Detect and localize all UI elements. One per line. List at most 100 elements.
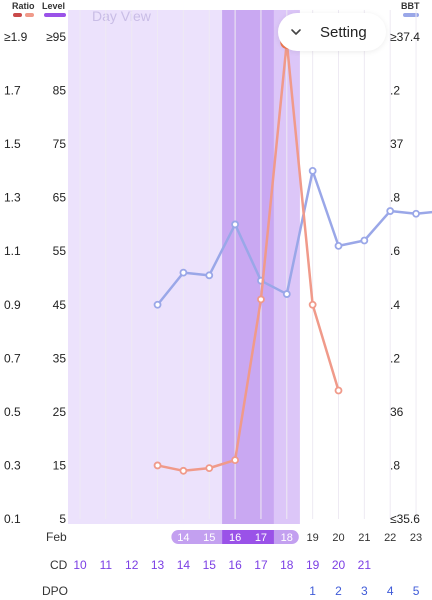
level-point[interactable] (231, 456, 240, 464)
level-tick-label: 85 (53, 84, 67, 98)
level-line (157, 41, 340, 473)
setting-label: Setting (320, 23, 367, 41)
bbt-tick-label: .8 (390, 458, 400, 472)
ratio-tick-label: 0.9 (4, 298, 21, 312)
bbt-point[interactable] (308, 166, 317, 175)
bbt-point[interactable] (179, 268, 188, 277)
cd-value: 11 (100, 558, 113, 572)
cd-value: 13 (151, 558, 165, 572)
ratio-tick-label: 0.7 (4, 351, 21, 365)
level-tick-label: 5 (59, 512, 66, 526)
dpo-value: 1 (309, 584, 316, 598)
ratio-tick-label: 1.1 (4, 244, 21, 258)
bbt-tick-label: ≤35.6 (390, 512, 420, 526)
date-label[interactable]: 16 (229, 532, 241, 544)
date-label[interactable]: 21 (358, 532, 370, 544)
level-point[interactable] (308, 300, 317, 309)
chevron-down-icon (291, 29, 301, 35)
ratio-tick-label: 1.7 (4, 84, 21, 98)
legend-ratio-swatch-dark (13, 13, 22, 17)
bbt-point[interactable] (386, 207, 395, 215)
level-axis: ≥95 85 75 65 55 45 35 25 15 5 (46, 30, 66, 526)
level-tick-label: 75 (53, 137, 67, 151)
level-tick-label: 35 (53, 351, 67, 365)
dpo-row: DPO 123456 (42, 584, 420, 598)
level-tick-label: 15 (53, 458, 67, 472)
bbt-tick-label: .2 (390, 84, 400, 98)
legend-level-swatch (44, 13, 66, 17)
bbt-point[interactable] (205, 271, 214, 280)
peak-days-pill (222, 530, 274, 544)
level-point[interactable] (334, 386, 343, 395)
date-label[interactable]: 15 (203, 532, 215, 544)
ratio-tick-label: 0.1 (4, 512, 21, 526)
dpo-value: 5 (413, 584, 420, 598)
date-row: Feb 141516171819202122232425 (46, 530, 422, 544)
ratio-tick-label: ≥1.9 (4, 30, 28, 44)
setting-button[interactable]: Setting (278, 13, 386, 51)
cd-value: 20 (332, 558, 346, 572)
ratio-tick-label: 0.5 (4, 405, 21, 419)
level-tick-label: 65 (53, 191, 67, 205)
date-label[interactable]: 14 (177, 532, 189, 544)
level-tick-label: 25 (53, 405, 67, 419)
date-label[interactable]: 17 (255, 532, 267, 544)
bbt-axis: ≥37.4 .2 37 .8 .6 .4 .2 36 .8 ≤35.6 (390, 30, 420, 526)
ratio-tick-label: 0.3 (4, 458, 21, 472)
date-label[interactable]: 22 (384, 532, 396, 544)
ratio-axis: ≥1.9 1.7 1.5 1.3 1.1 0.9 0.7 0.5 0.3 0.1 (4, 30, 28, 526)
cd-value: 17 (254, 558, 268, 572)
level-point[interactable] (257, 295, 265, 304)
dpo-value: 4 (387, 584, 394, 598)
cd-value: 15 (203, 558, 217, 572)
bbt-tick-label: 36 (390, 405, 404, 419)
legend-level-label: Level (42, 1, 65, 11)
cd-value: 19 (306, 558, 320, 572)
date-label[interactable]: 20 (332, 532, 344, 544)
bbt-point[interactable] (231, 220, 240, 229)
cd-row-label: CD (50, 558, 68, 572)
bbt-point[interactable] (334, 241, 343, 250)
legend-ratio-label: Ratio (12, 1, 35, 11)
day-gridlines (79, 10, 417, 519)
level-point[interactable] (179, 466, 188, 475)
date-label[interactable]: 18 (281, 532, 293, 544)
bbt-tick-label: .4 (390, 298, 400, 312)
date-label[interactable]: 19 (307, 532, 319, 544)
dpo-value: 3 (361, 584, 368, 598)
cd-value: 18 (280, 558, 294, 572)
cd-value: 21 (358, 558, 372, 572)
legend-ratio-swatch-light (25, 13, 34, 17)
level-point[interactable] (205, 464, 214, 473)
cd-value: 16 (228, 558, 242, 572)
ratio-tick-label: 1.3 (4, 191, 21, 205)
cd-value: 12 (125, 558, 139, 572)
bbt-tick-label: .2 (390, 351, 400, 365)
level-tick-label: 45 (53, 298, 67, 312)
legend-bbt-swatch (403, 13, 419, 17)
day-view-label: Day View (92, 8, 152, 24)
cd-value: 10 (73, 558, 87, 572)
cd-row: CD 10 11 12 13 14 15 16 17 18 19 20 21 (50, 558, 371, 572)
cd-value: 14 (177, 558, 191, 572)
level-tick-label: 55 (53, 244, 67, 258)
bbt-tick-label: .6 (390, 244, 400, 258)
level-tick-label: ≥95 (46, 30, 66, 44)
bbt-point[interactable] (282, 290, 291, 298)
bbt-point[interactable] (153, 300, 162, 309)
bbt-point[interactable] (412, 209, 420, 218)
date-label[interactable]: 23 (410, 532, 422, 544)
dpo-row-label: DPO (42, 584, 68, 598)
bbt-tick-label: 37 (390, 137, 404, 151)
legend-bbt-label: BBT (401, 1, 420, 11)
bbt-tick-label: .8 (390, 191, 400, 205)
bbt-line (156, 169, 432, 306)
month-label: Feb (46, 530, 67, 544)
bbt-point[interactable] (360, 236, 369, 245)
legend: Ratio Level BBT (12, 1, 420, 17)
bbt-tick-label: ≥37.4 (390, 30, 420, 44)
ratio-tick-label: 1.5 (4, 137, 21, 151)
level-point[interactable] (153, 461, 162, 470)
dpo-value: 2 (335, 584, 342, 598)
